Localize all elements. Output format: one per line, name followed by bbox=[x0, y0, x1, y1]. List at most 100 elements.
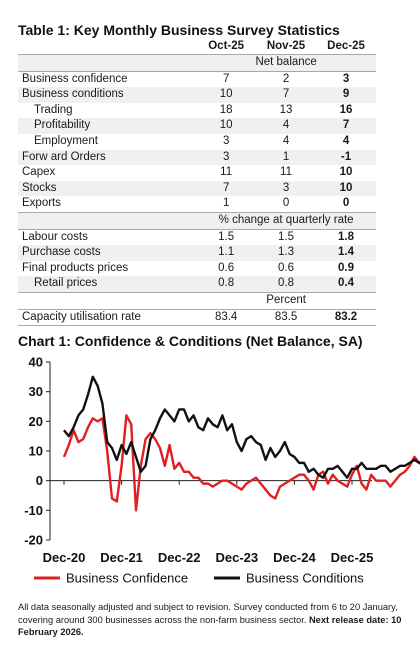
table-row: Business conditions 10 7 9 bbox=[18, 87, 376, 103]
cell-value: 7 bbox=[256, 87, 317, 103]
x-tick-label: Dec-20 bbox=[43, 550, 86, 565]
y-tick-label: 10 bbox=[29, 444, 43, 459]
cell-value: 10 bbox=[339, 166, 353, 179]
unit-row-percent: Percent bbox=[18, 291, 376, 310]
unit-label: % change at quarterly rate bbox=[196, 211, 376, 230]
cell-value: 4 bbox=[256, 118, 317, 134]
cell-value: 3 bbox=[222, 134, 230, 147]
column-header: Nov-25 bbox=[266, 40, 306, 52]
cell-value: 9 bbox=[316, 87, 376, 103]
table-row: Purchase costs 1.1 1.3 1.4 bbox=[18, 245, 376, 261]
y-tick-label: -10 bbox=[24, 503, 43, 518]
cell-value: 0.6 bbox=[278, 261, 295, 274]
chart-axes: -20 -10 0 10 20 30 40 Dec-20 Dec-21 Dec-22 Dec-23 D… bbox=[24, 355, 373, 566]
unit-row-pct-change: % change at quarterly rate bbox=[18, 211, 376, 230]
row-label: Forw ard Orders bbox=[18, 149, 197, 166]
row-label: Labour costs bbox=[22, 230, 88, 243]
row-label: Final products prices bbox=[22, 261, 129, 274]
chart-lines bbox=[62, 375, 420, 512]
cell-value: 1.3 bbox=[256, 245, 317, 261]
table-row: Stocks 7 3 10 bbox=[18, 180, 376, 197]
chart-legend: Business Confidence Business Conditions bbox=[34, 571, 364, 586]
column-header: Dec-25 bbox=[327, 40, 365, 52]
cell-value: 10 bbox=[196, 87, 257, 103]
legend-label-conditions: Business Conditions bbox=[246, 571, 364, 586]
table-row: Capex 11 11 10 bbox=[18, 165, 376, 181]
unit-spacer bbox=[18, 211, 197, 230]
cell-value: 3 bbox=[256, 180, 317, 197]
chart-title: Chart 1: Confidence & Conditions (Net Ba… bbox=[18, 333, 363, 349]
cell-value: 1.4 bbox=[316, 245, 376, 261]
cell-value: 0.8 bbox=[196, 276, 257, 293]
cell-value: 4 bbox=[282, 134, 290, 147]
cell-value: 1 bbox=[256, 149, 317, 166]
y-tick-label: 20 bbox=[29, 414, 43, 429]
cell-value: 10 bbox=[316, 180, 376, 197]
cell-value: 0 bbox=[282, 197, 290, 210]
unit-label: Net balance bbox=[196, 54, 376, 72]
unit-spacer bbox=[18, 291, 197, 310]
cell-value: 3 bbox=[196, 149, 257, 166]
table-row: Forw ard Orders 3 1 -1 bbox=[18, 149, 376, 166]
survey-statistics-table: Oct-25 Nov-25 Dec-25 Net balance Busines… bbox=[18, 39, 376, 327]
cell-value: 11 bbox=[280, 166, 292, 179]
table-row: Capacity utilisation rate 83.4 83.5 83.2 bbox=[18, 309, 376, 327]
table-row: Profitability 10 4 7 bbox=[18, 118, 376, 134]
footnote: All data seasonally adjusted and subject… bbox=[18, 601, 410, 639]
y-tick-label: 40 bbox=[29, 355, 43, 370]
header-empty-cell bbox=[18, 39, 196, 55]
table-row: Final products prices 0.6 0.6 0.9 bbox=[18, 261, 376, 277]
row-label: Profitability bbox=[18, 118, 197, 134]
cell-value: 0.9 bbox=[338, 261, 355, 274]
cell-value: 10 bbox=[196, 118, 257, 134]
unit-spacer bbox=[18, 54, 197, 72]
table-row: Retail prices 0.8 0.8 0.4 bbox=[18, 276, 376, 293]
x-tick-label: Dec-24 bbox=[273, 550, 316, 565]
row-label: Purchase costs bbox=[18, 245, 197, 261]
table-row: Trading 18 13 16 bbox=[18, 103, 376, 119]
cell-value: 4 bbox=[342, 134, 350, 147]
cell-value: 83.4 bbox=[196, 309, 257, 327]
row-label: Stocks bbox=[18, 180, 197, 197]
cell-value: 7 bbox=[196, 180, 257, 197]
cell-value: 3 bbox=[342, 72, 350, 85]
line-chart: -20 -10 0 10 20 30 40 Dec-20 Dec-21 Dec-22 Dec-23 D… bbox=[24, 355, 420, 586]
cell-value: 2 bbox=[282, 72, 290, 85]
cell-value: 7 bbox=[316, 118, 376, 134]
cell-value: 1.1 bbox=[196, 245, 257, 261]
row-label: Employment bbox=[34, 134, 98, 147]
table-title: Table 1: Key Monthly Business Survey Sta… bbox=[18, 22, 340, 38]
x-tick-label: Dec-21 bbox=[100, 550, 143, 565]
cell-value: 83.5 bbox=[256, 309, 317, 327]
table-row: Exports 1 0 0 bbox=[18, 196, 376, 212]
y-tick-label: 0 bbox=[36, 473, 43, 488]
next-release-date: Next release date: 10 February 2026. bbox=[18, 614, 402, 638]
cell-value: 0.4 bbox=[316, 276, 376, 293]
y-tick-label: -20 bbox=[24, 533, 43, 548]
cell-value: 0.8 bbox=[256, 276, 317, 293]
unit-label: Percent bbox=[196, 291, 376, 310]
cell-value: -1 bbox=[316, 149, 376, 166]
cell-value: 1.5 bbox=[218, 230, 235, 243]
row-label: Retail prices bbox=[18, 276, 197, 293]
footnote-text: All data seasonally adjusted and subject… bbox=[18, 602, 398, 625]
row-label: Exports bbox=[22, 197, 61, 210]
cell-value: 1.8 bbox=[338, 230, 355, 243]
cell-value: 7 bbox=[222, 72, 230, 85]
row-label: Trading bbox=[34, 103, 73, 116]
y-tick-label: 30 bbox=[29, 384, 43, 399]
cell-value: 16 bbox=[339, 103, 353, 116]
legend-label-confidence: Business Confidence bbox=[66, 571, 188, 586]
row-label: Business conditions bbox=[18, 87, 197, 103]
table-row: Employment 3 4 4 bbox=[18, 134, 376, 150]
cell-value: 0 bbox=[342, 197, 350, 210]
table-header-row: Oct-25 Nov-25 Dec-25 bbox=[18, 39, 376, 55]
cell-value: 11 bbox=[220, 166, 233, 179]
column-header: Oct-25 bbox=[208, 40, 245, 52]
table-row: Labour costs 1.5 1.5 1.8 bbox=[18, 229, 376, 245]
x-tick-label: Dec-23 bbox=[215, 550, 258, 565]
table-row: Business confidence 7 2 3 bbox=[18, 71, 376, 87]
x-tick-label: Dec-22 bbox=[158, 550, 201, 565]
row-label: Business confidence bbox=[22, 72, 128, 85]
cell-value: 1 bbox=[222, 197, 230, 210]
